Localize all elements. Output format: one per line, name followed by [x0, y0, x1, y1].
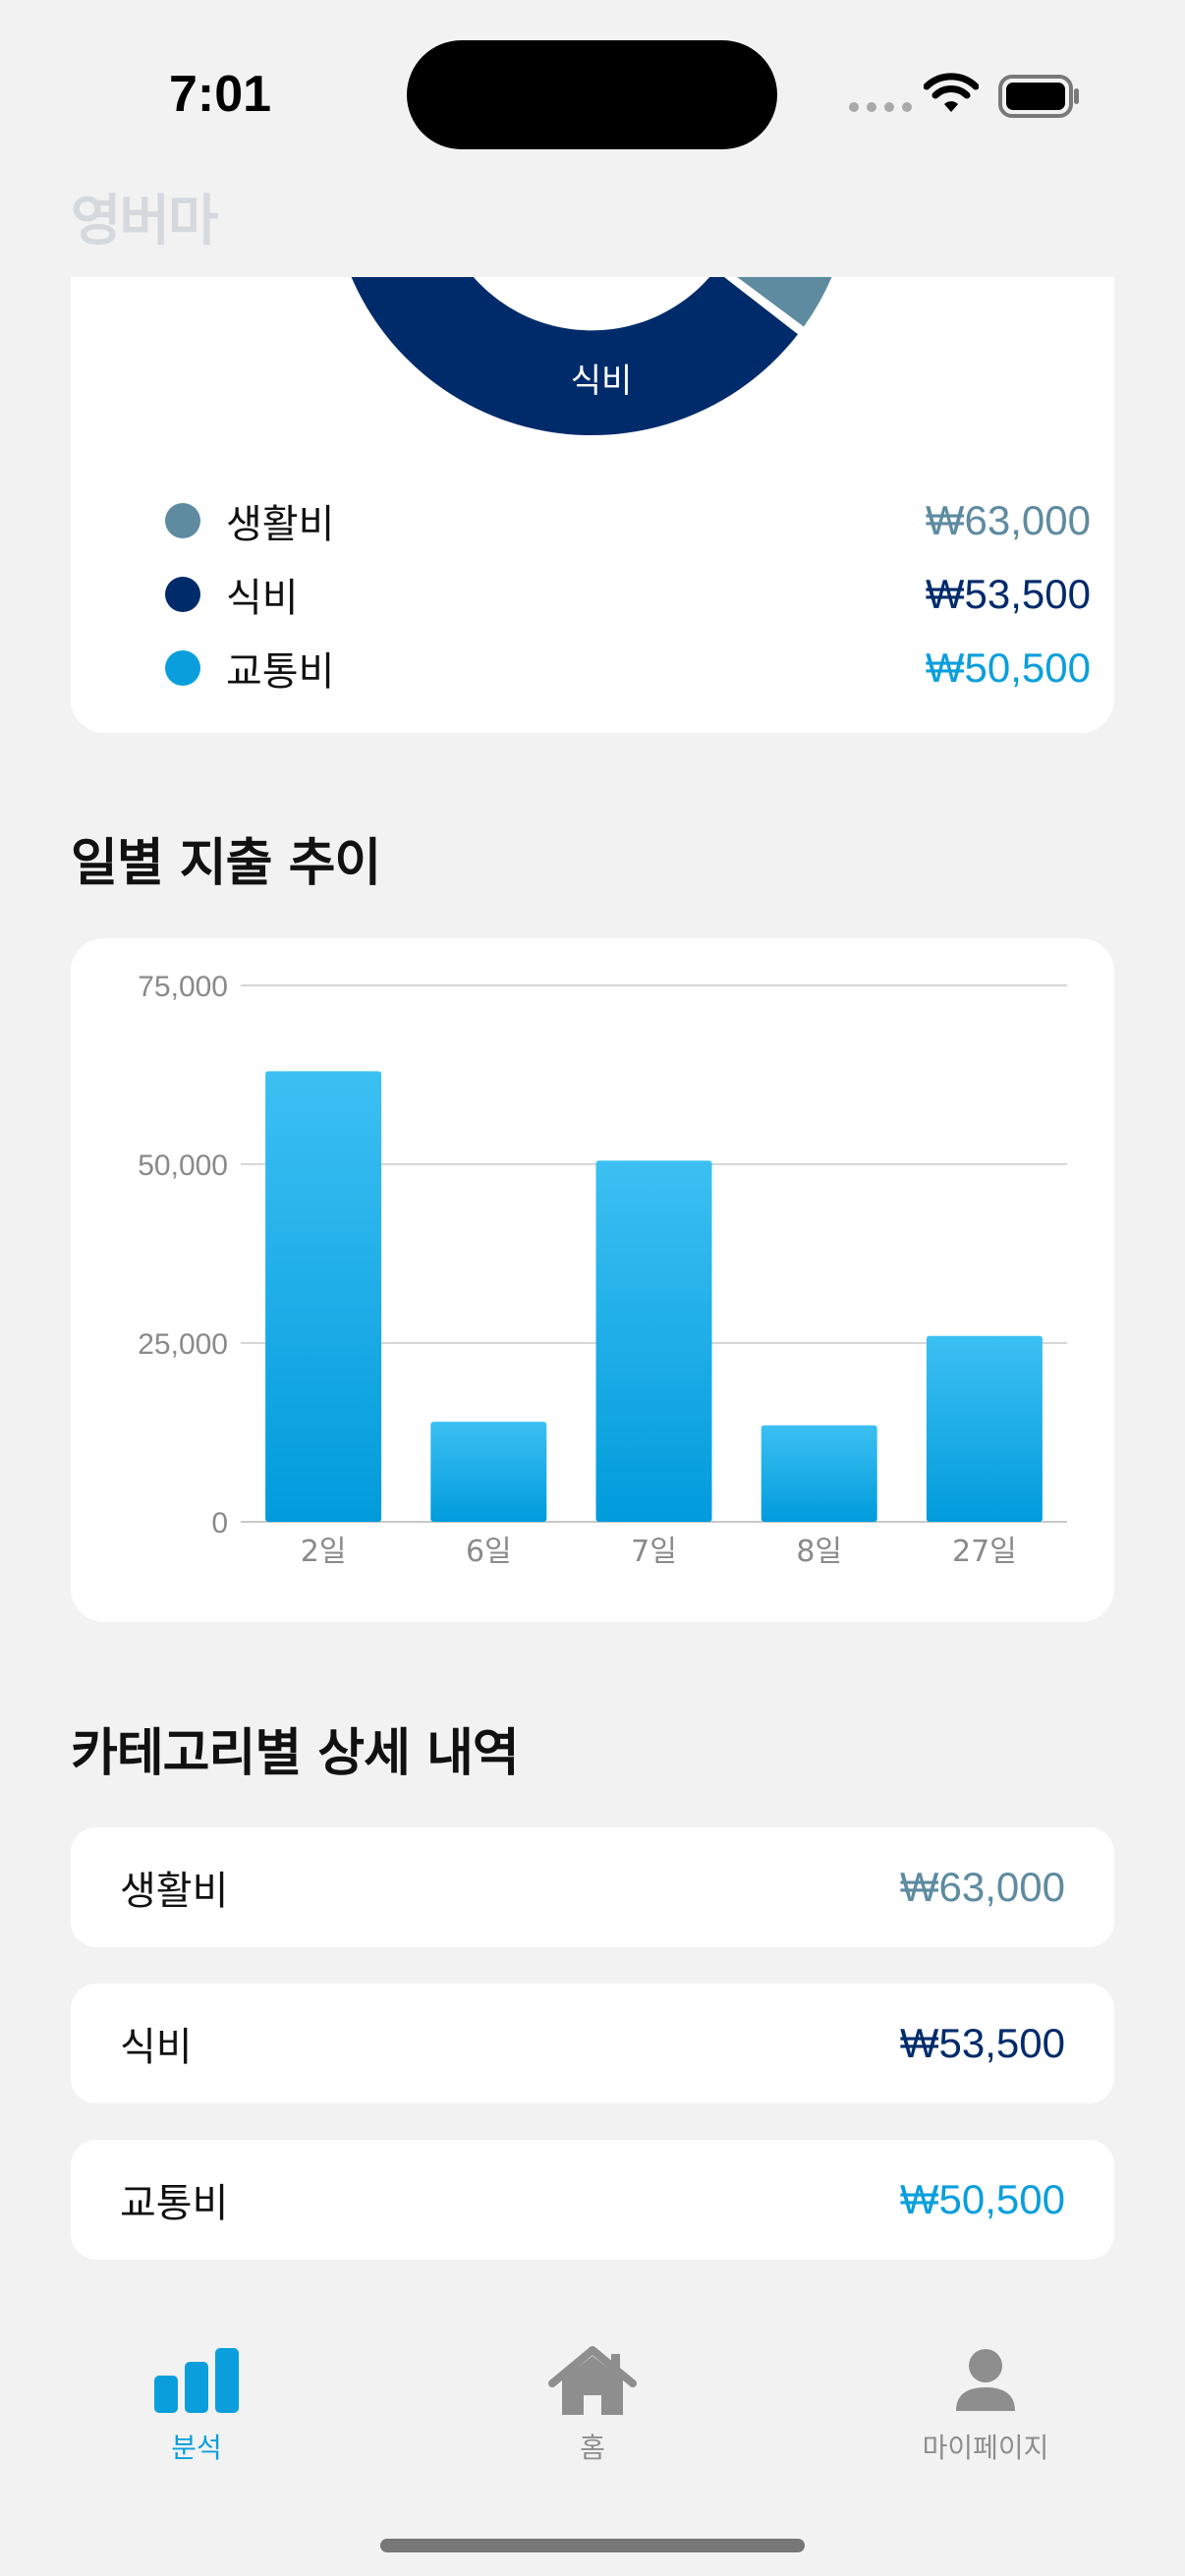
legend-label: 교통비 — [226, 648, 335, 695]
donut-chart — [351, 277, 832, 436]
bar — [430, 1422, 547, 1522]
category-amount: ₩50,500 — [899, 2176, 1065, 2222]
x-tick-label: 2일 — [301, 1535, 347, 1569]
legend-item: 생활비 ₩63,000 — [165, 483, 1091, 557]
house-icon — [548, 2346, 637, 2415]
legend-item: 교통비 ₩50,500 — [165, 631, 1091, 704]
category-detail-row[interactable]: 생활비 ₩63,000 — [71, 1827, 1114, 1947]
donut-slice-living — [737, 277, 832, 327]
legend-label: 식비 — [226, 575, 299, 621]
legend-amount: ₩63,000 — [925, 496, 1091, 543]
legend-dot — [165, 576, 200, 612]
legend-dot — [165, 649, 200, 686]
cellular-signal-icon — [849, 102, 912, 112]
donut-legend: 생활비 ₩63,000 식비 ₩53,500 교통비 ₩50,500 — [165, 483, 1091, 704]
x-tick-label: 8일 — [796, 1535, 842, 1569]
category-name: 생활비 — [120, 1869, 229, 1914]
category-amount: ₩53,500 — [899, 2020, 1065, 2066]
x-tick-label: 7일 — [631, 1535, 677, 1569]
daily-bar-chart: 0 25,000 50,000 75,000 2일 6일 7일 8일 27일 — [138, 971, 1067, 1569]
bar — [595, 1160, 712, 1522]
category-detail-title: 카테고리별 상세 내역 — [71, 1724, 520, 1783]
daily-trend-title: 일별 지출 추이 — [71, 834, 381, 893]
category-donut-card: 식비 생활비 ₩63,000 식비 ₩53,500 교통비 ₩50,500 — [71, 277, 1114, 733]
daily-bar-chart-card: 0 25,000 50,000 75,000 2일 6일 7일 8일 27일 — [71, 938, 1114, 1622]
bar — [761, 1425, 877, 1522]
legend-dot — [165, 502, 200, 538]
tab-label: 분석 — [171, 2432, 222, 2464]
y-tick-label: 25,000 — [138, 1328, 228, 1361]
home-indicator — [380, 2539, 805, 2552]
legend-amount: ₩50,500 — [925, 644, 1091, 691]
category-detail-row[interactable]: 식비 ₩53,500 — [71, 1984, 1114, 2103]
dynamic-island — [407, 40, 777, 149]
bar-chart-icon — [154, 2348, 239, 2413]
x-tick-label: 27일 — [952, 1535, 1017, 1569]
legend-amount: ₩53,500 — [925, 570, 1091, 617]
category-amount: ₩63,000 — [899, 1864, 1065, 1910]
tab-label: 홈 — [580, 2432, 605, 2464]
legend-label: 생활비 — [226, 501, 335, 547]
category-name: 식비 — [120, 2025, 193, 2070]
category-name: 교통비 — [120, 2181, 229, 2226]
legend-item: 식비 ₩53,500 — [165, 557, 1091, 631]
bar — [926, 1335, 1043, 1522]
category-detail-row[interactable]: 교통비 ₩50,500 — [71, 2140, 1114, 2260]
status-time: 7:01 — [169, 66, 272, 123]
bar — [265, 1071, 382, 1522]
tab-home[interactable]: 홈 — [494, 2346, 691, 2466]
y-tick-label: 75,000 — [138, 971, 228, 1003]
person-icon — [956, 2349, 1015, 2411]
x-tick-label: 6일 — [466, 1535, 512, 1569]
donut-slice-food — [351, 277, 798, 436]
donut-slice-label: 식비 — [570, 362, 633, 401]
tab-label: 마이페이지 — [922, 2432, 1049, 2464]
y-tick-label: 50,000 — [138, 1149, 228, 1182]
app-logo: 영버마 — [71, 190, 219, 253]
tab-mypage[interactable]: 마이페이지 — [887, 2346, 1084, 2466]
y-tick-label: 0 — [211, 1507, 228, 1540]
wifi-icon — [924, 73, 979, 112]
tab-analysis[interactable]: 분석 — [98, 2346, 295, 2466]
battery-icon — [998, 75, 1079, 118]
